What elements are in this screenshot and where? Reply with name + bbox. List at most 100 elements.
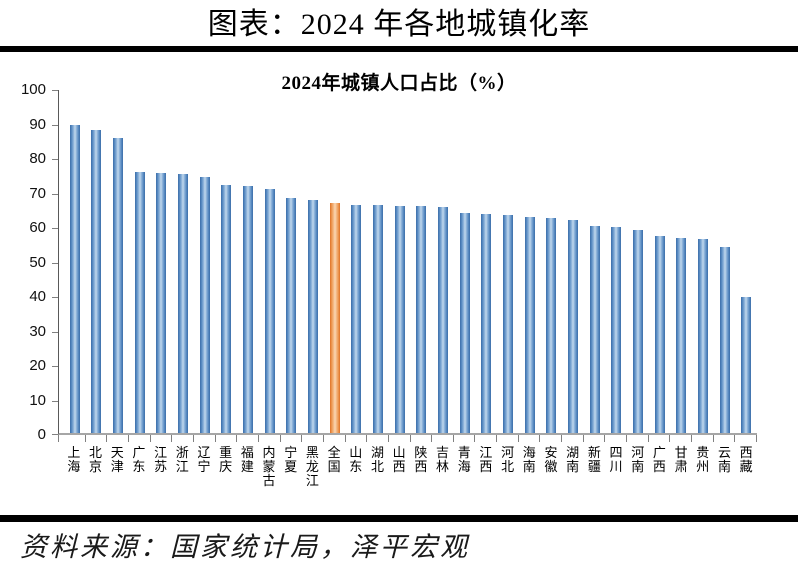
x-tick <box>64 435 86 442</box>
x-tick <box>432 435 454 442</box>
x-tick <box>281 435 303 442</box>
bar <box>134 171 145 433</box>
bar <box>741 297 752 433</box>
bar-slot <box>497 90 519 433</box>
x-axis-label: 四 川 <box>609 445 623 474</box>
bar-slot <box>216 90 238 433</box>
source-note: 资料来源：国家统计局，泽平宏观 <box>20 532 470 562</box>
x-axis-label: 吉 林 <box>436 445 450 474</box>
x-tick <box>454 435 476 442</box>
x-axis-label: 西 藏 <box>739 445 753 474</box>
bar <box>243 186 254 433</box>
bar <box>264 189 275 433</box>
x-axis-label: 贵 州 <box>696 445 710 474</box>
x-axis-ticks <box>58 435 757 442</box>
x-tick <box>129 435 151 442</box>
x-axis-label: 广 东 <box>132 445 146 474</box>
y-axis-label: 50 <box>29 253 46 271</box>
bar <box>589 225 600 433</box>
bar <box>308 199 319 433</box>
x-tick <box>259 435 281 442</box>
x-tick <box>562 435 584 442</box>
bar-slot <box>540 90 562 433</box>
x-axis-label: 安 徽 <box>544 445 558 474</box>
bar <box>632 229 643 433</box>
bar-slot <box>411 90 433 433</box>
bar <box>676 237 687 433</box>
x-axis-label: 北 京 <box>89 445 103 474</box>
x-axis-label: 广 西 <box>652 445 666 474</box>
bar <box>416 205 427 433</box>
bar <box>697 238 708 433</box>
x-axis-label: 陕 西 <box>414 445 428 474</box>
x-tick <box>346 435 368 442</box>
bar-slot <box>475 90 497 433</box>
x-axis-label: 新 疆 <box>587 445 601 474</box>
bar-slot <box>302 90 324 433</box>
bar-highlight-national <box>329 203 340 433</box>
plot-area <box>58 90 757 435</box>
bar <box>654 236 665 433</box>
x-axis-label: 河 南 <box>631 445 645 474</box>
x-tick <box>216 435 238 442</box>
x-axis-label: 江 苏 <box>154 445 168 474</box>
bar <box>178 173 189 433</box>
bar <box>437 206 448 433</box>
x-axis-labels: 上 海北 京天 津广 东江 苏浙 江辽 宁重 庆福 建内 蒙 古宁 夏黑 龙 江… <box>58 446 757 488</box>
bar-slot <box>692 90 714 433</box>
bar <box>351 204 362 433</box>
y-axis-tick <box>52 228 58 229</box>
y-axis-label: 30 <box>29 322 46 340</box>
bar-slot <box>649 90 671 433</box>
x-axis-label: 湖 南 <box>566 445 580 474</box>
x-tick <box>324 435 346 442</box>
x-tick <box>389 435 411 442</box>
bar-slot <box>584 90 606 433</box>
bar <box>199 177 210 433</box>
bar-slot <box>714 90 736 433</box>
bar-slot <box>670 90 692 433</box>
x-tick <box>237 435 259 442</box>
x-axis-label: 内 蒙 古 <box>262 445 276 488</box>
bar-slot <box>346 90 368 433</box>
x-tick <box>627 435 649 442</box>
x-axis-label: 天 津 <box>110 445 124 474</box>
x-tick <box>670 435 693 442</box>
x-axis-label: 辽 宁 <box>197 445 211 474</box>
y-axis-label: 40 <box>29 288 46 305</box>
y-axis-label: 0 <box>37 426 46 443</box>
bar <box>502 214 513 433</box>
chart-title: 2024年城镇人口占比（%） <box>281 73 517 94</box>
top-divider <box>0 46 798 52</box>
x-axis-label: 重 庆 <box>219 445 233 474</box>
y-axis-tick <box>52 124 58 126</box>
x-tick <box>735 435 757 442</box>
x-tick <box>475 435 498 442</box>
bar-slot <box>324 90 346 433</box>
bar-slot <box>64 90 86 433</box>
x-tick <box>584 435 606 442</box>
x-axis-label: 上 海 <box>67 445 81 474</box>
bar <box>567 219 578 433</box>
page-title: 图表：2024 年各地城镇化率 <box>207 8 591 41</box>
y-axis: 0 10 20 30 40 50 60 70 80 90 100 <box>0 81 58 443</box>
bar <box>546 217 557 433</box>
bar <box>113 137 124 433</box>
bar <box>221 184 232 433</box>
bar-slot <box>281 90 303 433</box>
x-axis-label: 全 国 <box>327 445 341 474</box>
y-axis-tick <box>52 90 58 91</box>
x-axis-label: 福 建 <box>240 445 254 474</box>
bar <box>373 205 384 433</box>
x-axis-label: 云 南 <box>717 445 731 474</box>
x-tick <box>194 435 216 442</box>
x-axis-label: 河 北 <box>501 445 515 474</box>
bottom-divider <box>0 515 798 522</box>
y-axis-label: 90 <box>29 115 46 133</box>
x-axis-label: 青 海 <box>457 445 471 474</box>
y-axis-tick <box>52 331 58 333</box>
bar-slot <box>432 90 454 433</box>
bar <box>394 205 405 433</box>
bar-slot <box>129 90 151 433</box>
